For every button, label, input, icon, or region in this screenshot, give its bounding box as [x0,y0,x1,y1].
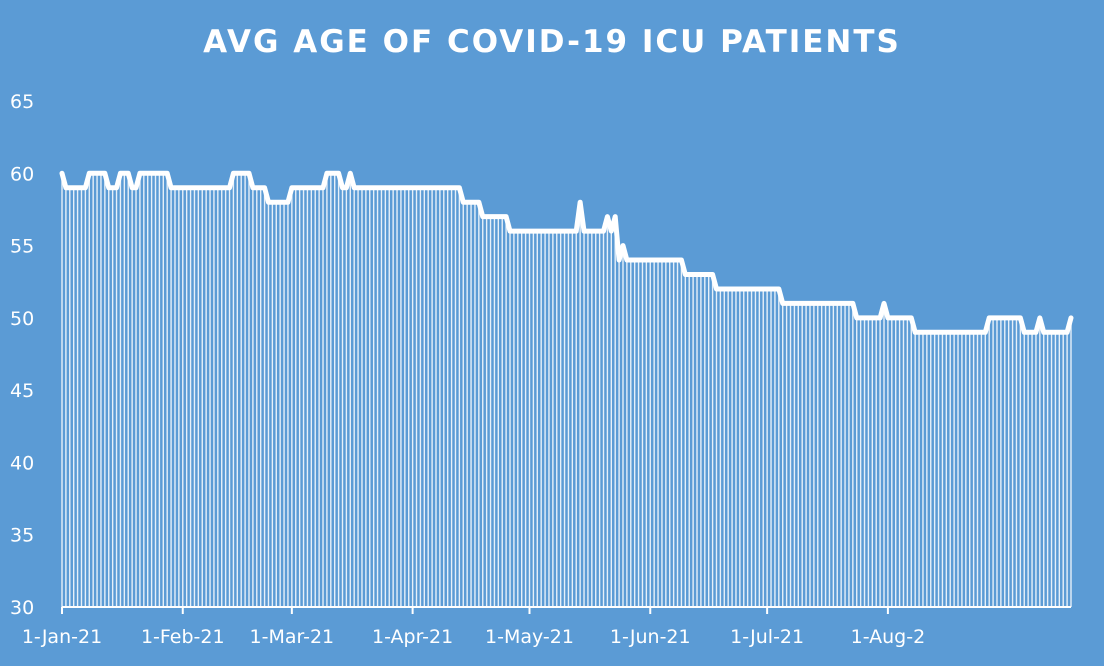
y-tick-label: 35 [10,525,34,547]
x-tick-label: 1-May-21 [485,626,574,648]
y-tick-label: 45 [10,380,34,402]
x-tick-label: 1-Feb-21 [141,626,225,648]
x-tick-label: 1-Jun-21 [610,626,691,648]
y-tick-label: 40 [10,452,34,474]
x-tick-label: 1-Apr-21 [372,626,453,648]
x-tick-label: 1-Jan-21 [22,626,102,648]
x-tick-label: 1-Mar-21 [250,626,335,648]
y-tick-label: 55 [10,236,34,258]
x-tick-label: 1-Jul-21 [730,626,804,648]
y-tick-label: 65 [10,91,34,113]
x-tick-label: 1-Aug-2 [851,626,926,648]
y-tick-label: 60 [10,163,34,185]
series-line [59,170,1074,335]
chart-title: AVG AGE OF COVID-19 ICU PATIENTS [203,24,901,60]
y-tick-label: 30 [10,597,34,619]
y-tick-label: 50 [10,308,34,330]
